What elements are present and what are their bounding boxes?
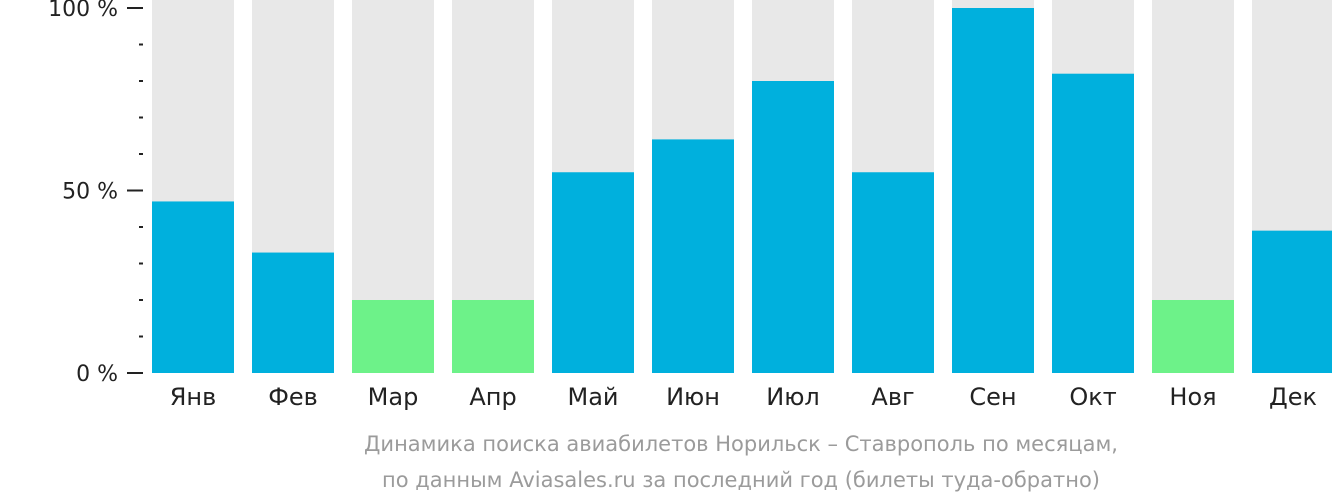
x-tick-label: Окт bbox=[1069, 383, 1116, 411]
bar-11 bbox=[1152, 300, 1234, 373]
y-tick-label: 0 % bbox=[76, 362, 118, 387]
x-tick-label: Сен bbox=[969, 383, 1016, 411]
x-tick-label: Апр bbox=[469, 383, 516, 411]
bar-1 bbox=[152, 201, 234, 373]
bar-6 bbox=[652, 139, 734, 373]
bars bbox=[152, 8, 1332, 373]
bar-2 bbox=[252, 252, 334, 373]
x-tick-label: Фев bbox=[268, 383, 318, 411]
bar-9 bbox=[952, 8, 1034, 373]
x-tick-label: Июн bbox=[666, 383, 720, 411]
bar-4 bbox=[452, 300, 534, 373]
bar-7 bbox=[752, 81, 834, 373]
x-tick-label: Май bbox=[567, 383, 618, 411]
y-tick-label: 100 % bbox=[48, 0, 118, 22]
x-tick-label: Июл bbox=[766, 383, 820, 411]
chart-caption-line-2: по данным Aviasales.ru за последний год … bbox=[382, 468, 1100, 492]
chart-caption-line-1: Динамика поиска авиабилетов Норильск – С… bbox=[364, 432, 1118, 456]
x-tick-label: Авг bbox=[871, 383, 914, 411]
bar-10 bbox=[1052, 73, 1134, 373]
y-tick-label: 50 % bbox=[62, 180, 118, 205]
x-tick-label: Мар bbox=[368, 383, 419, 411]
bar-8 bbox=[852, 172, 934, 373]
bar-chart: 0 % 50 % 100 % Янв Фев Мар Апр Май Июн Июл Авг Сен… bbox=[48, 0, 1332, 411]
x-tick-label: Дек bbox=[1269, 383, 1317, 411]
bar-3 bbox=[352, 300, 434, 373]
x-tick-label: Ноя bbox=[1169, 383, 1216, 411]
x-tick-label: Янв bbox=[170, 383, 217, 411]
x-axis: Янв Фев Мар Апр Май Июн Июл Авг Сен Окт Ноя Дек bbox=[170, 383, 1317, 411]
bar-5 bbox=[552, 172, 634, 373]
y-axis: 0 % 50 % 100 % bbox=[48, 0, 143, 387]
bar-12 bbox=[1252, 230, 1332, 373]
